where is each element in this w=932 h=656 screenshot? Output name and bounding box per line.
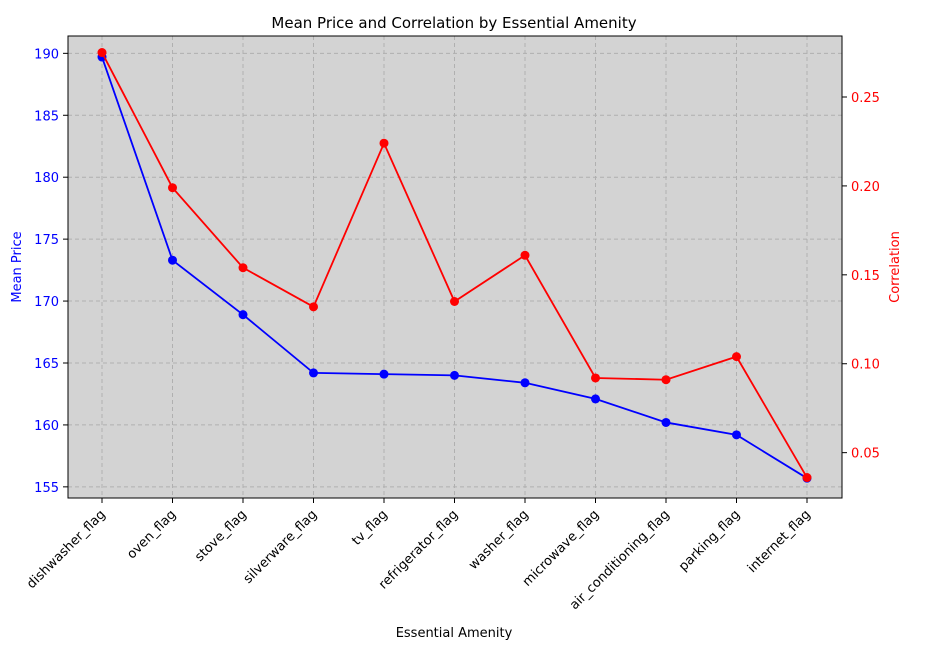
correlation-point bbox=[309, 302, 318, 312]
x-tick-label: oven_flag bbox=[124, 507, 179, 562]
x-tick-label: tv_flag bbox=[349, 507, 391, 549]
x-tick-label: internet_flag bbox=[745, 507, 814, 576]
correlation-point bbox=[732, 352, 741, 362]
x-tick-label: stove_flag bbox=[192, 507, 250, 565]
correlation-point bbox=[802, 473, 812, 483]
left-y-tick-label: 170 bbox=[34, 295, 59, 310]
right-y-tick-label: 0.05 bbox=[851, 447, 880, 462]
x-tick-label: silverware_flag bbox=[241, 507, 321, 587]
left-y-tick-label: 155 bbox=[34, 481, 59, 496]
right-y-axis-label: Correlation bbox=[888, 231, 903, 303]
mean-price-point bbox=[379, 369, 389, 379]
mean-price-point bbox=[591, 394, 600, 404]
right-y-tick-label: 0.10 bbox=[851, 358, 880, 373]
right-y-tick-label: 0.15 bbox=[851, 269, 880, 284]
left-y-tick-label: 175 bbox=[34, 233, 59, 248]
left-y-tick-label: 165 bbox=[34, 357, 59, 372]
left-y-tick-label: 185 bbox=[34, 109, 59, 124]
mean-price-point bbox=[238, 310, 248, 320]
correlation-point bbox=[450, 296, 459, 306]
correlation-point bbox=[591, 373, 600, 383]
left-y-tick-label: 190 bbox=[34, 47, 59, 62]
right-y-tick-label: 0.20 bbox=[851, 180, 880, 195]
x-axis-label: Essential Amenity bbox=[396, 626, 513, 641]
x-tick-label: parking_flag bbox=[676, 507, 743, 574]
x-tick-label: washer_flag bbox=[466, 507, 532, 573]
right-y-tick-label: 0.25 bbox=[851, 91, 880, 106]
correlation-point bbox=[168, 183, 177, 193]
left-y-tick-label: 180 bbox=[34, 171, 59, 186]
chart-title: Mean Price and Correlation by Essential … bbox=[271, 14, 636, 32]
mean-price-point bbox=[309, 368, 318, 378]
left-y-axis-label: Mean Price bbox=[10, 231, 25, 302]
correlation-point bbox=[97, 48, 107, 58]
correlation-point bbox=[661, 375, 671, 385]
correlation-point bbox=[520, 250, 530, 260]
correlation-point bbox=[238, 263, 248, 273]
mean-price-point bbox=[732, 430, 741, 440]
correlation-point bbox=[379, 138, 389, 148]
left-y-tick-label: 160 bbox=[34, 419, 59, 434]
series-lines bbox=[97, 48, 812, 483]
mean-price-point bbox=[520, 378, 530, 388]
x-tick-label: refrigerator_flag bbox=[376, 507, 461, 592]
mean-price-point bbox=[450, 370, 459, 380]
mean-price-point bbox=[661, 417, 671, 427]
x-tick-label: dishwasher_flag bbox=[24, 507, 109, 592]
mean-price-point bbox=[168, 255, 177, 265]
x-tick-label: microwave_flag bbox=[520, 507, 602, 589]
